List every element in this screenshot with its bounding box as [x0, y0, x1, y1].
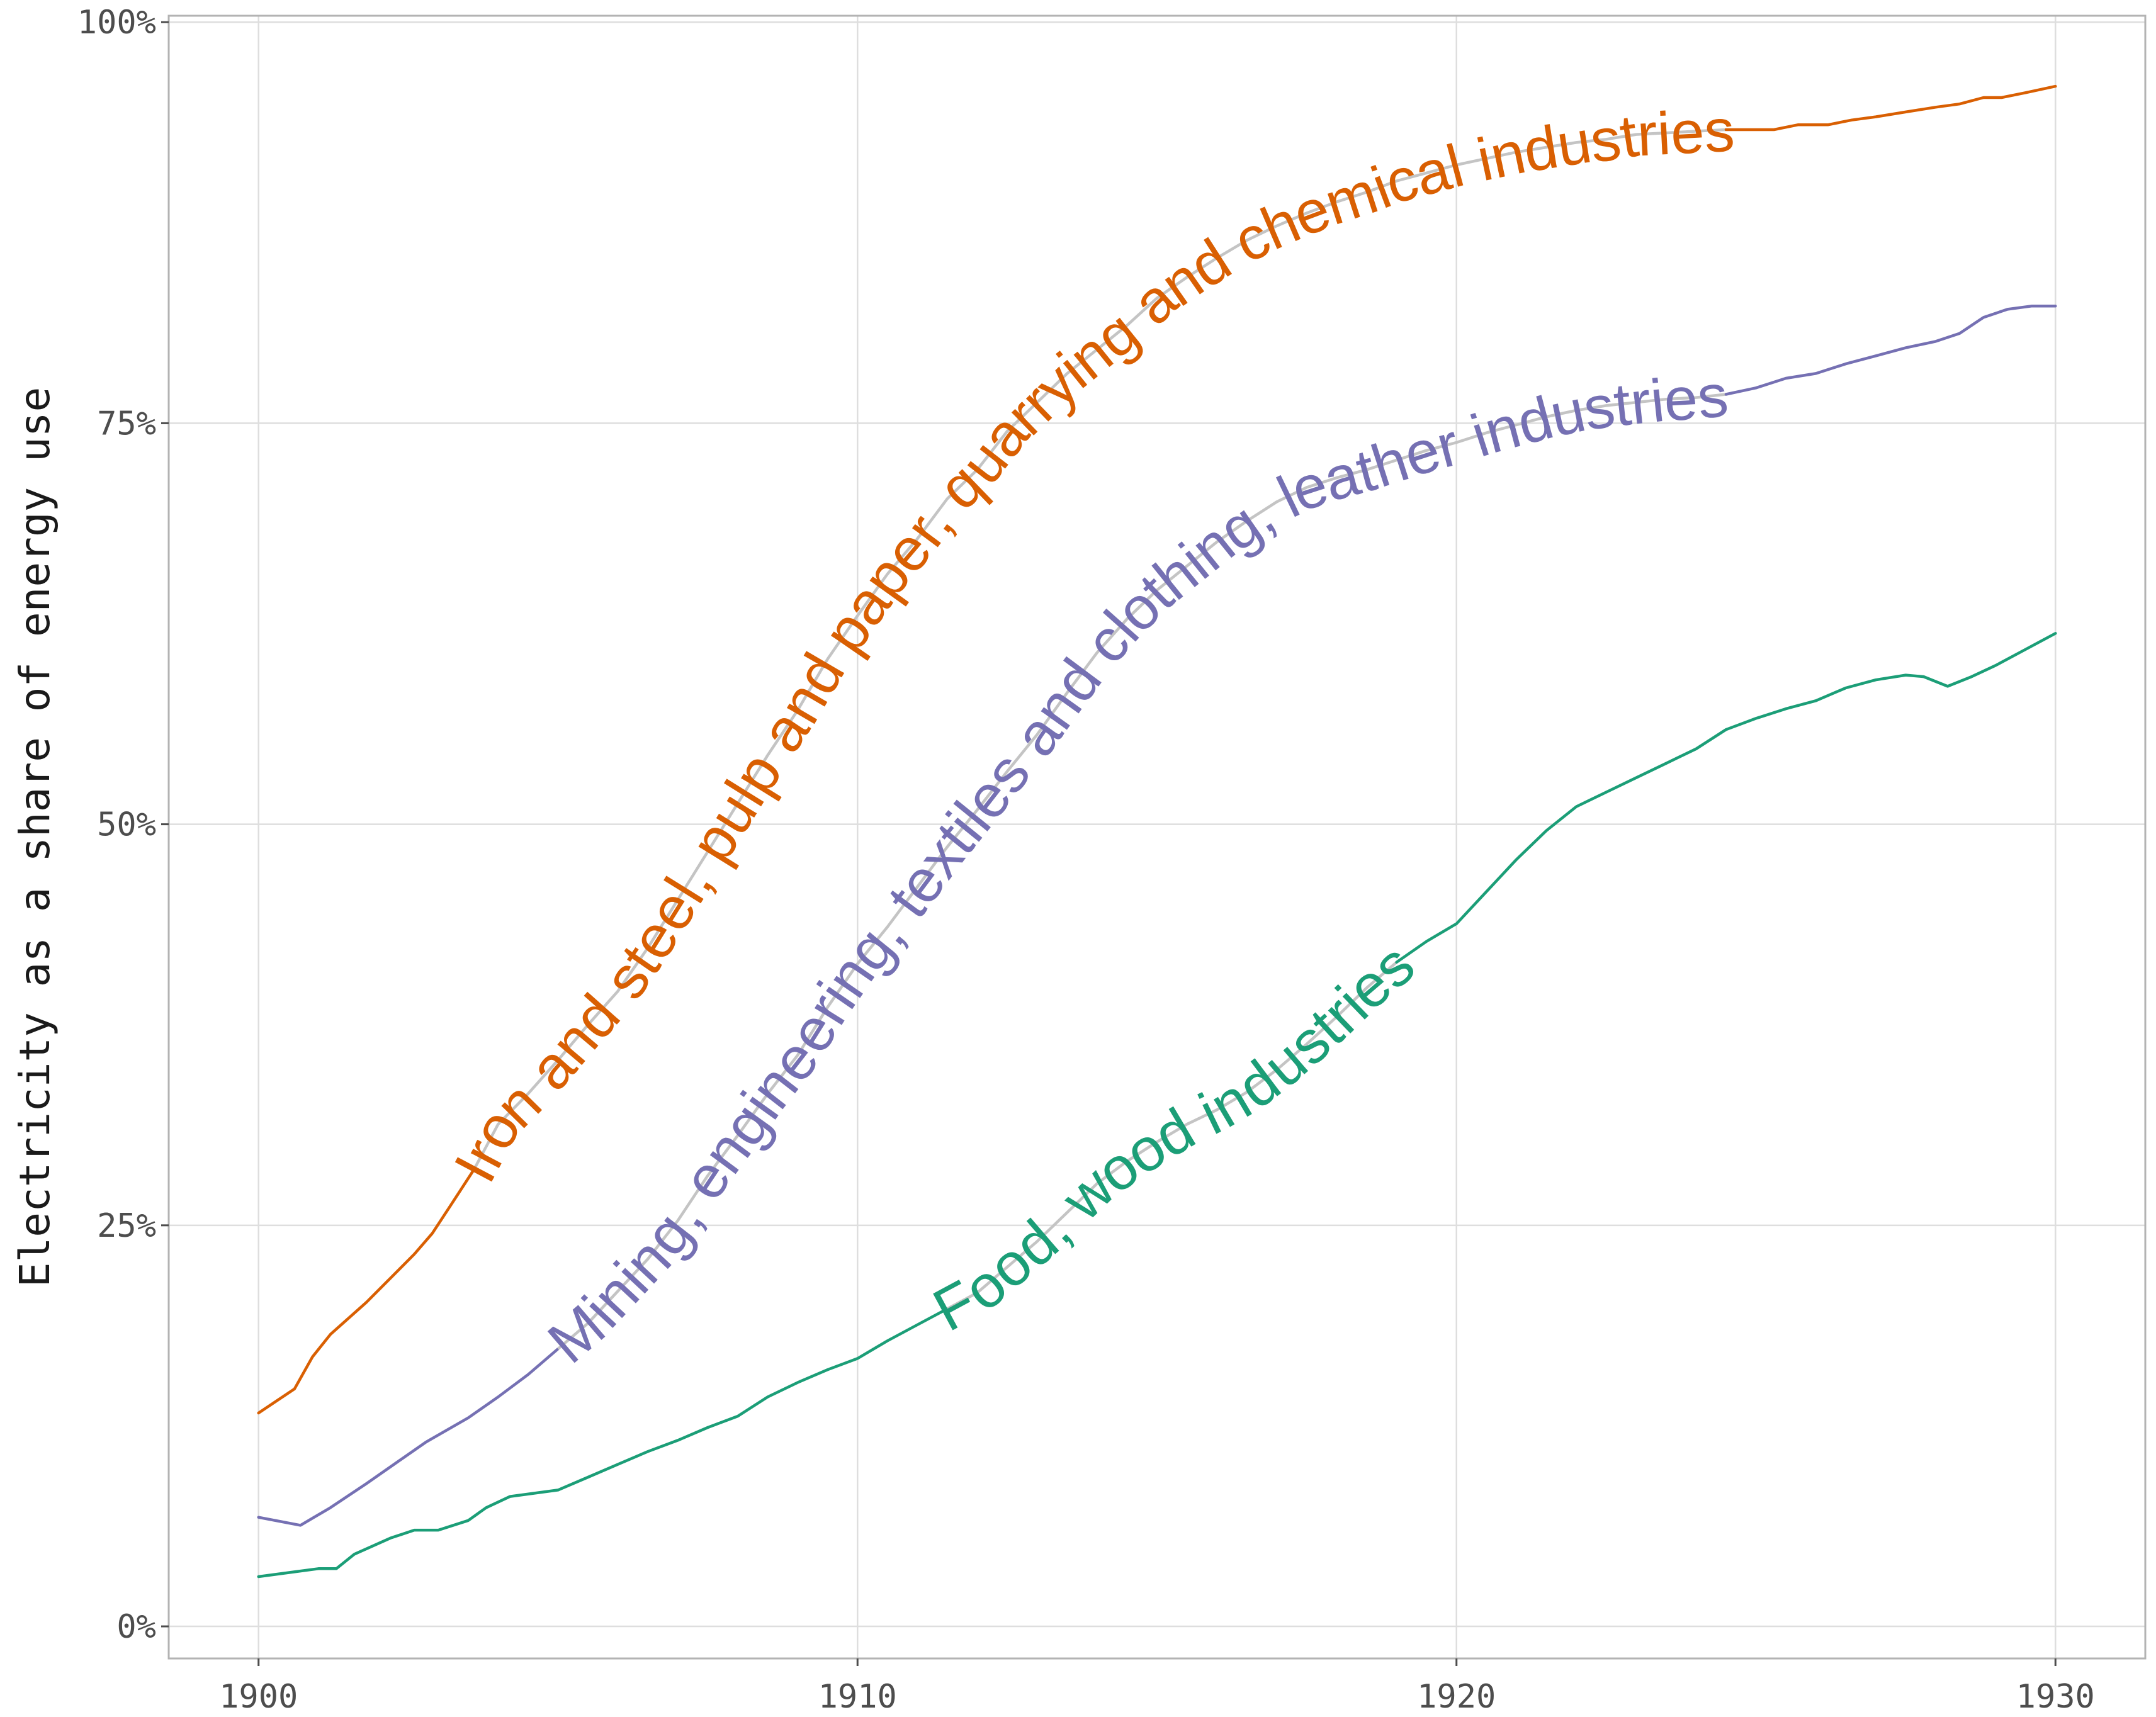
series-line-0-start: [257, 1168, 476, 1415]
axes: 1900 1910 1920 1930 0% 25% 50% 75% 100%: [77, 4, 2095, 1716]
x-tick-label: 1910: [818, 1678, 897, 1716]
series-line-1-end: [1724, 305, 2057, 396]
y-tick-label: 75%: [97, 405, 156, 442]
series-line-2-guide: [946, 961, 1398, 1310]
x-tick-label: 1930: [2016, 1678, 2095, 1716]
y-tick-label: 50%: [97, 806, 156, 844]
x-tick-label: 1900: [219, 1678, 298, 1716]
y-tick-label: 25%: [97, 1207, 156, 1245]
series-line-1-guide: [557, 393, 1727, 1350]
grid-lines: [169, 16, 2145, 1658]
series-label-2: Food, wood industries: [923, 931, 1427, 1344]
x-tick-label: 1920: [1417, 1678, 1496, 1716]
series-labels: Iron and steel, pulp and paper, quarryin…: [441, 96, 1736, 1376]
series-line-2-end: [1395, 632, 2057, 964]
plot-frame: [167, 14, 2147, 1660]
series-line-2-start: [257, 1307, 949, 1579]
series-line-1-start: [257, 1347, 560, 1527]
y-axis-title: Electricity as a share of energy use: [11, 387, 59, 1287]
series-line-0-end: [1724, 84, 2057, 132]
y-tick-label: 0%: [116, 1608, 156, 1646]
y-tick-label: 100%: [77, 4, 156, 42]
series-line-0-guide: [473, 128, 1727, 1170]
series-lines: [257, 84, 2057, 1579]
